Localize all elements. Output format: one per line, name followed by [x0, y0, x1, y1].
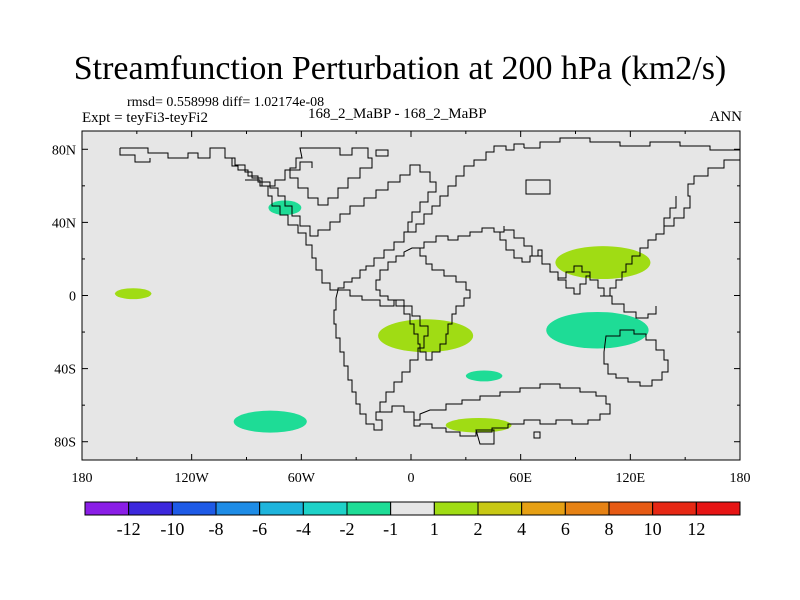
anomaly-southern-indian [465, 370, 503, 382]
x-tick-label: 120E [616, 471, 646, 486]
colorbar-swatch [433, 501, 479, 516]
map-background [81, 130, 741, 461]
y-tick-label: 80N [52, 143, 76, 158]
anomaly-antarctic-coast [445, 417, 512, 433]
colorbar-label: -10 [160, 519, 184, 539]
colorbar-label: 10 [644, 519, 662, 539]
colorbar-label: -4 [296, 519, 311, 539]
x-tick-label: 60W [288, 471, 316, 486]
colorbar-label: 1 [430, 519, 439, 539]
anomaly-subtropical-north-america [268, 200, 302, 216]
colorbar-swatch [346, 501, 392, 516]
colorbar-label: -2 [340, 519, 355, 539]
map-title: Streamfunction Perturbation at 200 hPa (… [73, 50, 727, 87]
coastline-africa [375, 247, 471, 361]
season-label: ANN [709, 109, 743, 125]
coastline-antarctic-peninsula [380, 405, 415, 420]
anomaly-southeast-asia [555, 246, 651, 280]
experiment-label: Expt = teyFi3-teyFi2 [82, 110, 208, 126]
coastline-greenland [289, 147, 373, 206]
colorbar-label: -8 [209, 519, 224, 539]
colorbar-swatch [171, 501, 217, 516]
y-tick-label: 40S [54, 363, 76, 378]
x-tick-label: 60E [509, 471, 532, 486]
coastline-japan [663, 196, 677, 226]
x-tick-label: 0 [408, 471, 415, 486]
coastlines [119, 137, 741, 445]
coastline-australia [603, 329, 669, 387]
colorbar-swatch [215, 501, 261, 516]
y-tick-label: 0 [69, 290, 76, 305]
coastline-india [557, 272, 591, 295]
coastline-canada-arctic [245, 161, 313, 187]
colorbar: -12 -10 -8 -6 -4 -2 -1 1 2 4 6 8 10 12 [84, 501, 741, 539]
colorbar-swatch [564, 501, 610, 516]
coastline-asia [503, 137, 741, 297]
colorbar-label: -12 [117, 519, 141, 539]
coastline-antarctica [413, 383, 611, 437]
coastline-islands [375, 149, 551, 445]
coastline-south-america [333, 289, 429, 431]
colorbar-swatch [652, 501, 697, 516]
colorbar-label: 4 [517, 519, 526, 539]
colorbar-label: 2 [474, 519, 483, 539]
anomaly-central-pacific [114, 288, 152, 300]
colorbar-swatch [521, 501, 566, 516]
axis-ticks: 180 120W 60W 0 60E 120E 180 80N 40N 0 40S 80S [52, 131, 751, 486]
colorbar-swatch [259, 501, 304, 516]
colorbar-label: 6 [561, 519, 570, 539]
coastline-alaska [119, 148, 151, 163]
y-tick-label: 80S [54, 436, 76, 451]
colorbar-swatch [608, 501, 654, 516]
x-tick-label: 180 [730, 471, 751, 486]
anomaly-southern-ocean-west [233, 410, 307, 433]
coastline-arabia [494, 231, 543, 263]
coastline-north-america [120, 147, 437, 291]
colorbar-label: -6 [252, 519, 267, 539]
colorbar-label: 12 [687, 519, 705, 539]
coastline-mediterranean [412, 226, 505, 249]
coastline-europe [404, 143, 525, 233]
x-tick-label: 120W [175, 471, 210, 486]
colorbar-swatch [477, 501, 523, 516]
x-tick-label: 180 [72, 471, 93, 486]
colorbar-label: -1 [383, 519, 398, 539]
stats-text: rmsd= 0.558998 diff= 1.02174e-08 [127, 95, 325, 110]
colorbar-swatch [695, 501, 741, 516]
y-tick-label: 40N [52, 216, 76, 231]
colorbar-swatch [128, 501, 173, 516]
coastline-indonesia [600, 295, 657, 319]
anomaly-indian-ocean [546, 311, 649, 349]
colorbar-label: 8 [605, 519, 614, 539]
case-label: 168_2_MaBP - 168_2_MaBP [308, 106, 487, 122]
colorbar-swatch [390, 501, 435, 516]
colorbar-swatch [84, 501, 130, 516]
colorbar-swatch [302, 501, 348, 516]
